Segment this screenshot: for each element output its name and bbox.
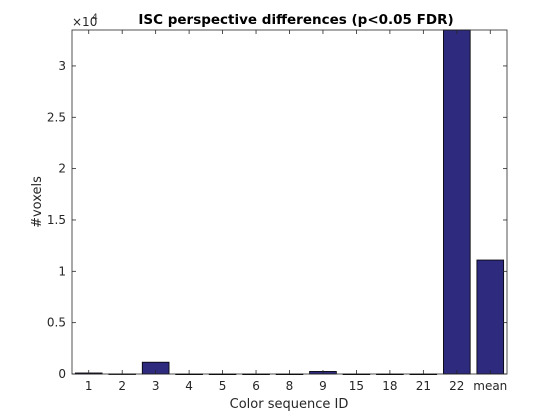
chart-title: ISC perspective differences (p<0.05 FDR) (138, 12, 453, 28)
y-exponent: ×10 4 (72, 13, 98, 29)
x-tick-label: 6 (252, 379, 260, 393)
axes-box (71, 29, 508, 375)
plot-background (72, 30, 507, 374)
x-tick-label: 21 (416, 379, 431, 393)
x-tick-label: 1 (85, 379, 93, 393)
x-tick-label: 2 (118, 379, 126, 393)
x-tick-label: 22 (449, 379, 464, 393)
plot-area: 1 2 3 4 5 6 8 9 15 18 21 22 mean 0 0.5 1 1.5 2 2.5 3 (47, 29, 508, 393)
y-tick-label: 2.5 (47, 110, 66, 124)
y-tick-label: 1.5 (47, 213, 66, 227)
x-tick-label: 9 (319, 379, 327, 393)
y-tick-label: 1 (58, 264, 66, 278)
bar-mean (476, 259, 505, 375)
x-tick-label: 8 (286, 379, 294, 393)
bar-22 (443, 29, 471, 375)
x-tick-label: 15 (349, 379, 364, 393)
x-tick-label: 4 (185, 379, 193, 393)
x-axis-label: Color sequence ID (230, 397, 349, 412)
y-tick-label: 2 (58, 162, 66, 176)
y-exponent-power: 4 (92, 13, 98, 23)
x-tick-label: 18 (382, 379, 397, 393)
y-exponent-base: ×10 (72, 15, 97, 29)
y-tick-label: 0.5 (47, 316, 66, 330)
y-tick-label: 0 (58, 367, 66, 381)
y-axis-label: #voxels (30, 176, 45, 228)
x-tick-label: mean (473, 379, 507, 393)
x-tick-label: 5 (219, 379, 227, 393)
y-tick-label: 3 (58, 59, 66, 73)
x-tick-label: 3 (152, 379, 160, 393)
